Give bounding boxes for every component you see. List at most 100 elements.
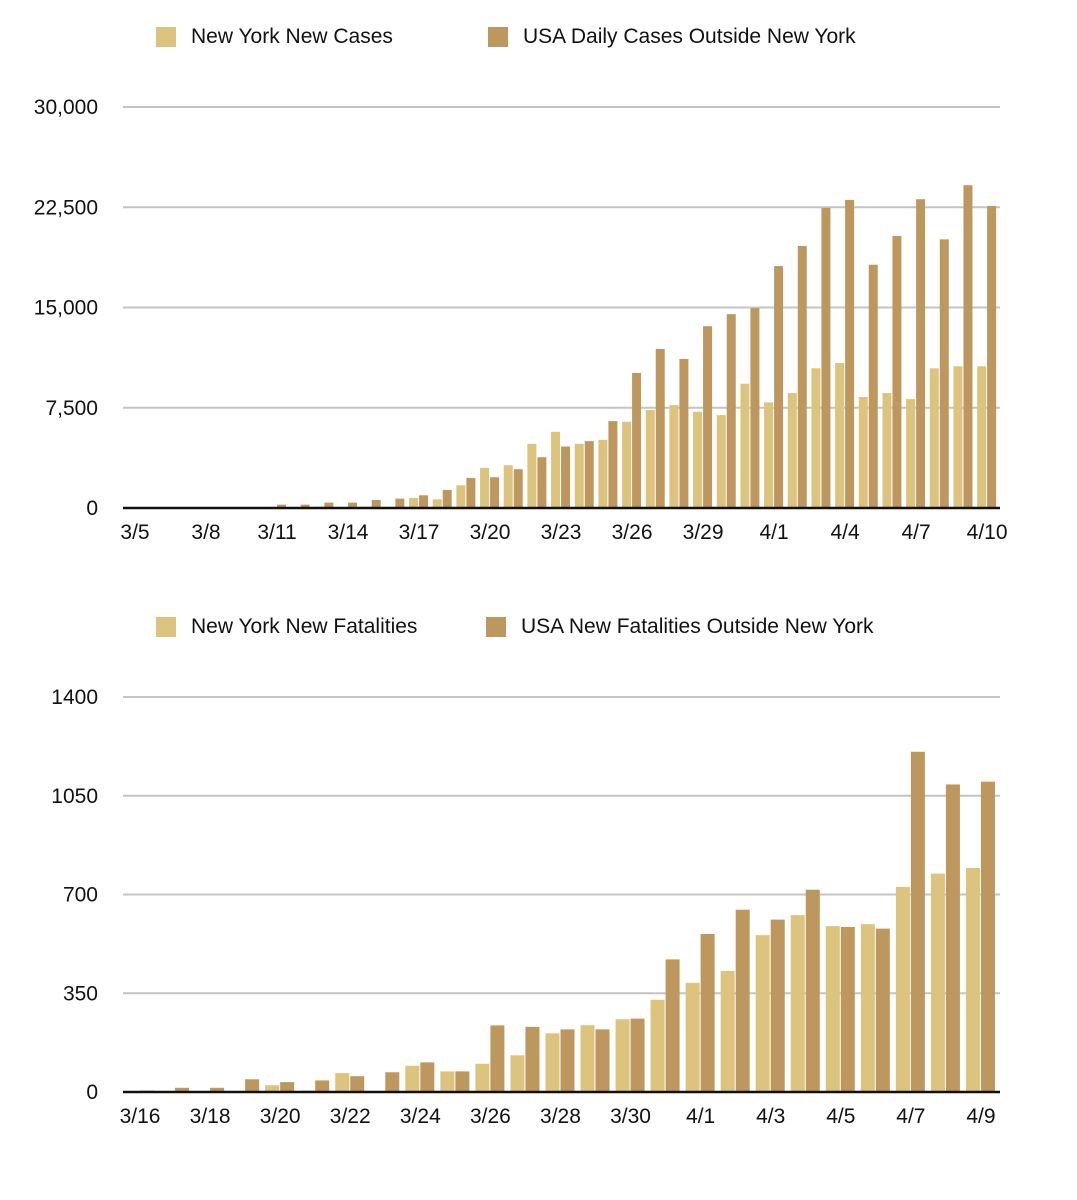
bar-new-york xyxy=(405,1065,420,1092)
bar-usa-outside-ny xyxy=(980,781,995,1092)
bar-new-york xyxy=(480,467,490,508)
legend-item-ny-fatalities: New York New Fatalities xyxy=(156,615,417,639)
bar-new-york xyxy=(527,443,537,508)
bar-usa-outside-ny xyxy=(560,1029,575,1092)
x-tick-label: 4/9 xyxy=(966,1105,995,1128)
x-tick-label: 4/1 xyxy=(686,1105,715,1128)
y-tick-label: 700 xyxy=(63,884,98,907)
bar-usa-outside-ny xyxy=(632,372,642,508)
bar-new-york xyxy=(265,1085,280,1092)
bar-usa-outside-ny xyxy=(348,502,358,508)
bar-usa-outside-ny xyxy=(350,1076,365,1092)
bar-usa-outside-ny xyxy=(774,266,784,508)
x-tick-label: 3/26 xyxy=(612,521,653,544)
legend-swatch-usa xyxy=(488,27,508,47)
x-tick-label: 3/5 xyxy=(120,521,149,544)
bar-usa-outside-ny xyxy=(175,1087,190,1092)
bar-usa-outside-ny xyxy=(561,446,571,508)
y-tick-label: 1050 xyxy=(51,785,98,808)
bar-usa-outside-ny xyxy=(245,1079,260,1092)
bar-new-york xyxy=(882,393,892,508)
bar-usa-outside-ny xyxy=(419,495,429,508)
bar-new-york xyxy=(930,873,945,1092)
bar-usa-outside-ny xyxy=(466,477,476,508)
bar-new-york xyxy=(858,397,868,508)
y-tick-label: 0 xyxy=(86,1081,98,1104)
bar-new-york xyxy=(551,431,561,508)
bar-usa-outside-ny xyxy=(385,1072,400,1092)
x-tick-label: 3/22 xyxy=(330,1105,371,1128)
bar-usa-outside-ny xyxy=(315,1080,330,1092)
bar-usa-outside-ny xyxy=(821,207,831,508)
y-tick-label: 7,500 xyxy=(45,397,98,420)
bar-usa-outside-ny xyxy=(371,499,381,508)
bar-new-york xyxy=(335,1073,350,1092)
bar-usa-outside-ny xyxy=(700,934,715,1092)
bar-usa-outside-ny xyxy=(939,239,949,508)
legend-item-usa-fatalities: USA New Fatalities Outside New York xyxy=(486,615,874,639)
bar-new-york xyxy=(409,497,419,508)
x-tick-label: 3/28 xyxy=(540,1105,581,1128)
x-tick-label: 3/8 xyxy=(191,521,220,544)
legend-swatch-usa xyxy=(486,617,506,637)
x-tick-label: 4/7 xyxy=(902,521,931,544)
bar-usa-outside-ny xyxy=(655,348,665,508)
bar-new-york xyxy=(787,393,797,508)
bar-usa-outside-ny xyxy=(442,489,452,508)
bar-new-york xyxy=(811,368,821,508)
bar-new-york xyxy=(669,405,679,508)
bar-usa-outside-ny xyxy=(584,441,594,508)
x-tick-label: 3/16 xyxy=(120,1105,161,1128)
bar-usa-outside-ny xyxy=(665,959,680,1092)
bar-new-york xyxy=(929,368,939,508)
bar-usa-outside-ny xyxy=(735,909,750,1092)
bar-usa-outside-ny xyxy=(210,1087,225,1092)
bar-new-york xyxy=(545,1033,560,1092)
bar-usa-outside-ny xyxy=(770,919,785,1092)
x-tick-label: 4/7 xyxy=(896,1105,925,1128)
legend-label: New York New Fatalities xyxy=(191,615,418,638)
bar-usa-outside-ny xyxy=(845,199,855,509)
x-tick-label: 4/1 xyxy=(759,521,788,544)
bar-usa-outside-ny xyxy=(513,469,523,508)
bar-new-york xyxy=(965,867,980,1092)
bar-usa-outside-ny xyxy=(525,1026,540,1092)
bar-usa-outside-ny xyxy=(537,457,547,508)
x-tick-label: 4/5 xyxy=(826,1105,855,1128)
legend-label: New York New Cases xyxy=(191,25,393,48)
y-tick-label: 350 xyxy=(63,982,98,1005)
bar-new-york xyxy=(693,411,703,508)
bar-usa-outside-ny xyxy=(892,235,902,508)
bar-usa-outside-ny xyxy=(910,751,925,1092)
bar-usa-outside-ny xyxy=(395,498,405,508)
y-tick-label: 15,000 xyxy=(34,297,98,320)
y-tick-label: 30,000 xyxy=(34,96,98,119)
legend-item-usa-cases: USA Daily Cases Outside New York xyxy=(488,25,856,49)
bar-usa-outside-ny xyxy=(840,926,855,1092)
bar-new-york xyxy=(615,1019,630,1092)
bar-usa-outside-ny xyxy=(420,1062,435,1092)
bar-usa-outside-ny xyxy=(703,326,713,508)
y-tick-label: 1400 xyxy=(51,686,98,709)
bar-new-york xyxy=(953,366,963,508)
x-tick-label: 3/24 xyxy=(400,1105,441,1128)
bar-usa-outside-ny xyxy=(490,477,500,508)
bar-usa-outside-ny xyxy=(750,308,760,508)
legend-label: USA New Fatalities Outside New York xyxy=(521,615,874,638)
bar-new-york xyxy=(574,443,584,508)
bar-new-york xyxy=(456,485,466,508)
bar-new-york xyxy=(645,410,655,508)
bar-new-york xyxy=(510,1055,525,1092)
y-tick-label: 22,500 xyxy=(34,196,98,219)
x-tick-label: 3/26 xyxy=(470,1105,511,1128)
bar-usa-outside-ny xyxy=(875,928,890,1092)
bar-new-york xyxy=(598,439,608,508)
x-tick-label: 3/17 xyxy=(399,521,440,544)
legend-label: USA Daily Cases Outside New York xyxy=(523,25,856,48)
x-tick-label: 3/23 xyxy=(541,521,582,544)
bar-usa-outside-ny xyxy=(726,314,736,508)
x-tick-label: 3/20 xyxy=(260,1105,301,1128)
bar-usa-outside-ny xyxy=(797,246,807,508)
bar-new-york xyxy=(764,402,774,508)
